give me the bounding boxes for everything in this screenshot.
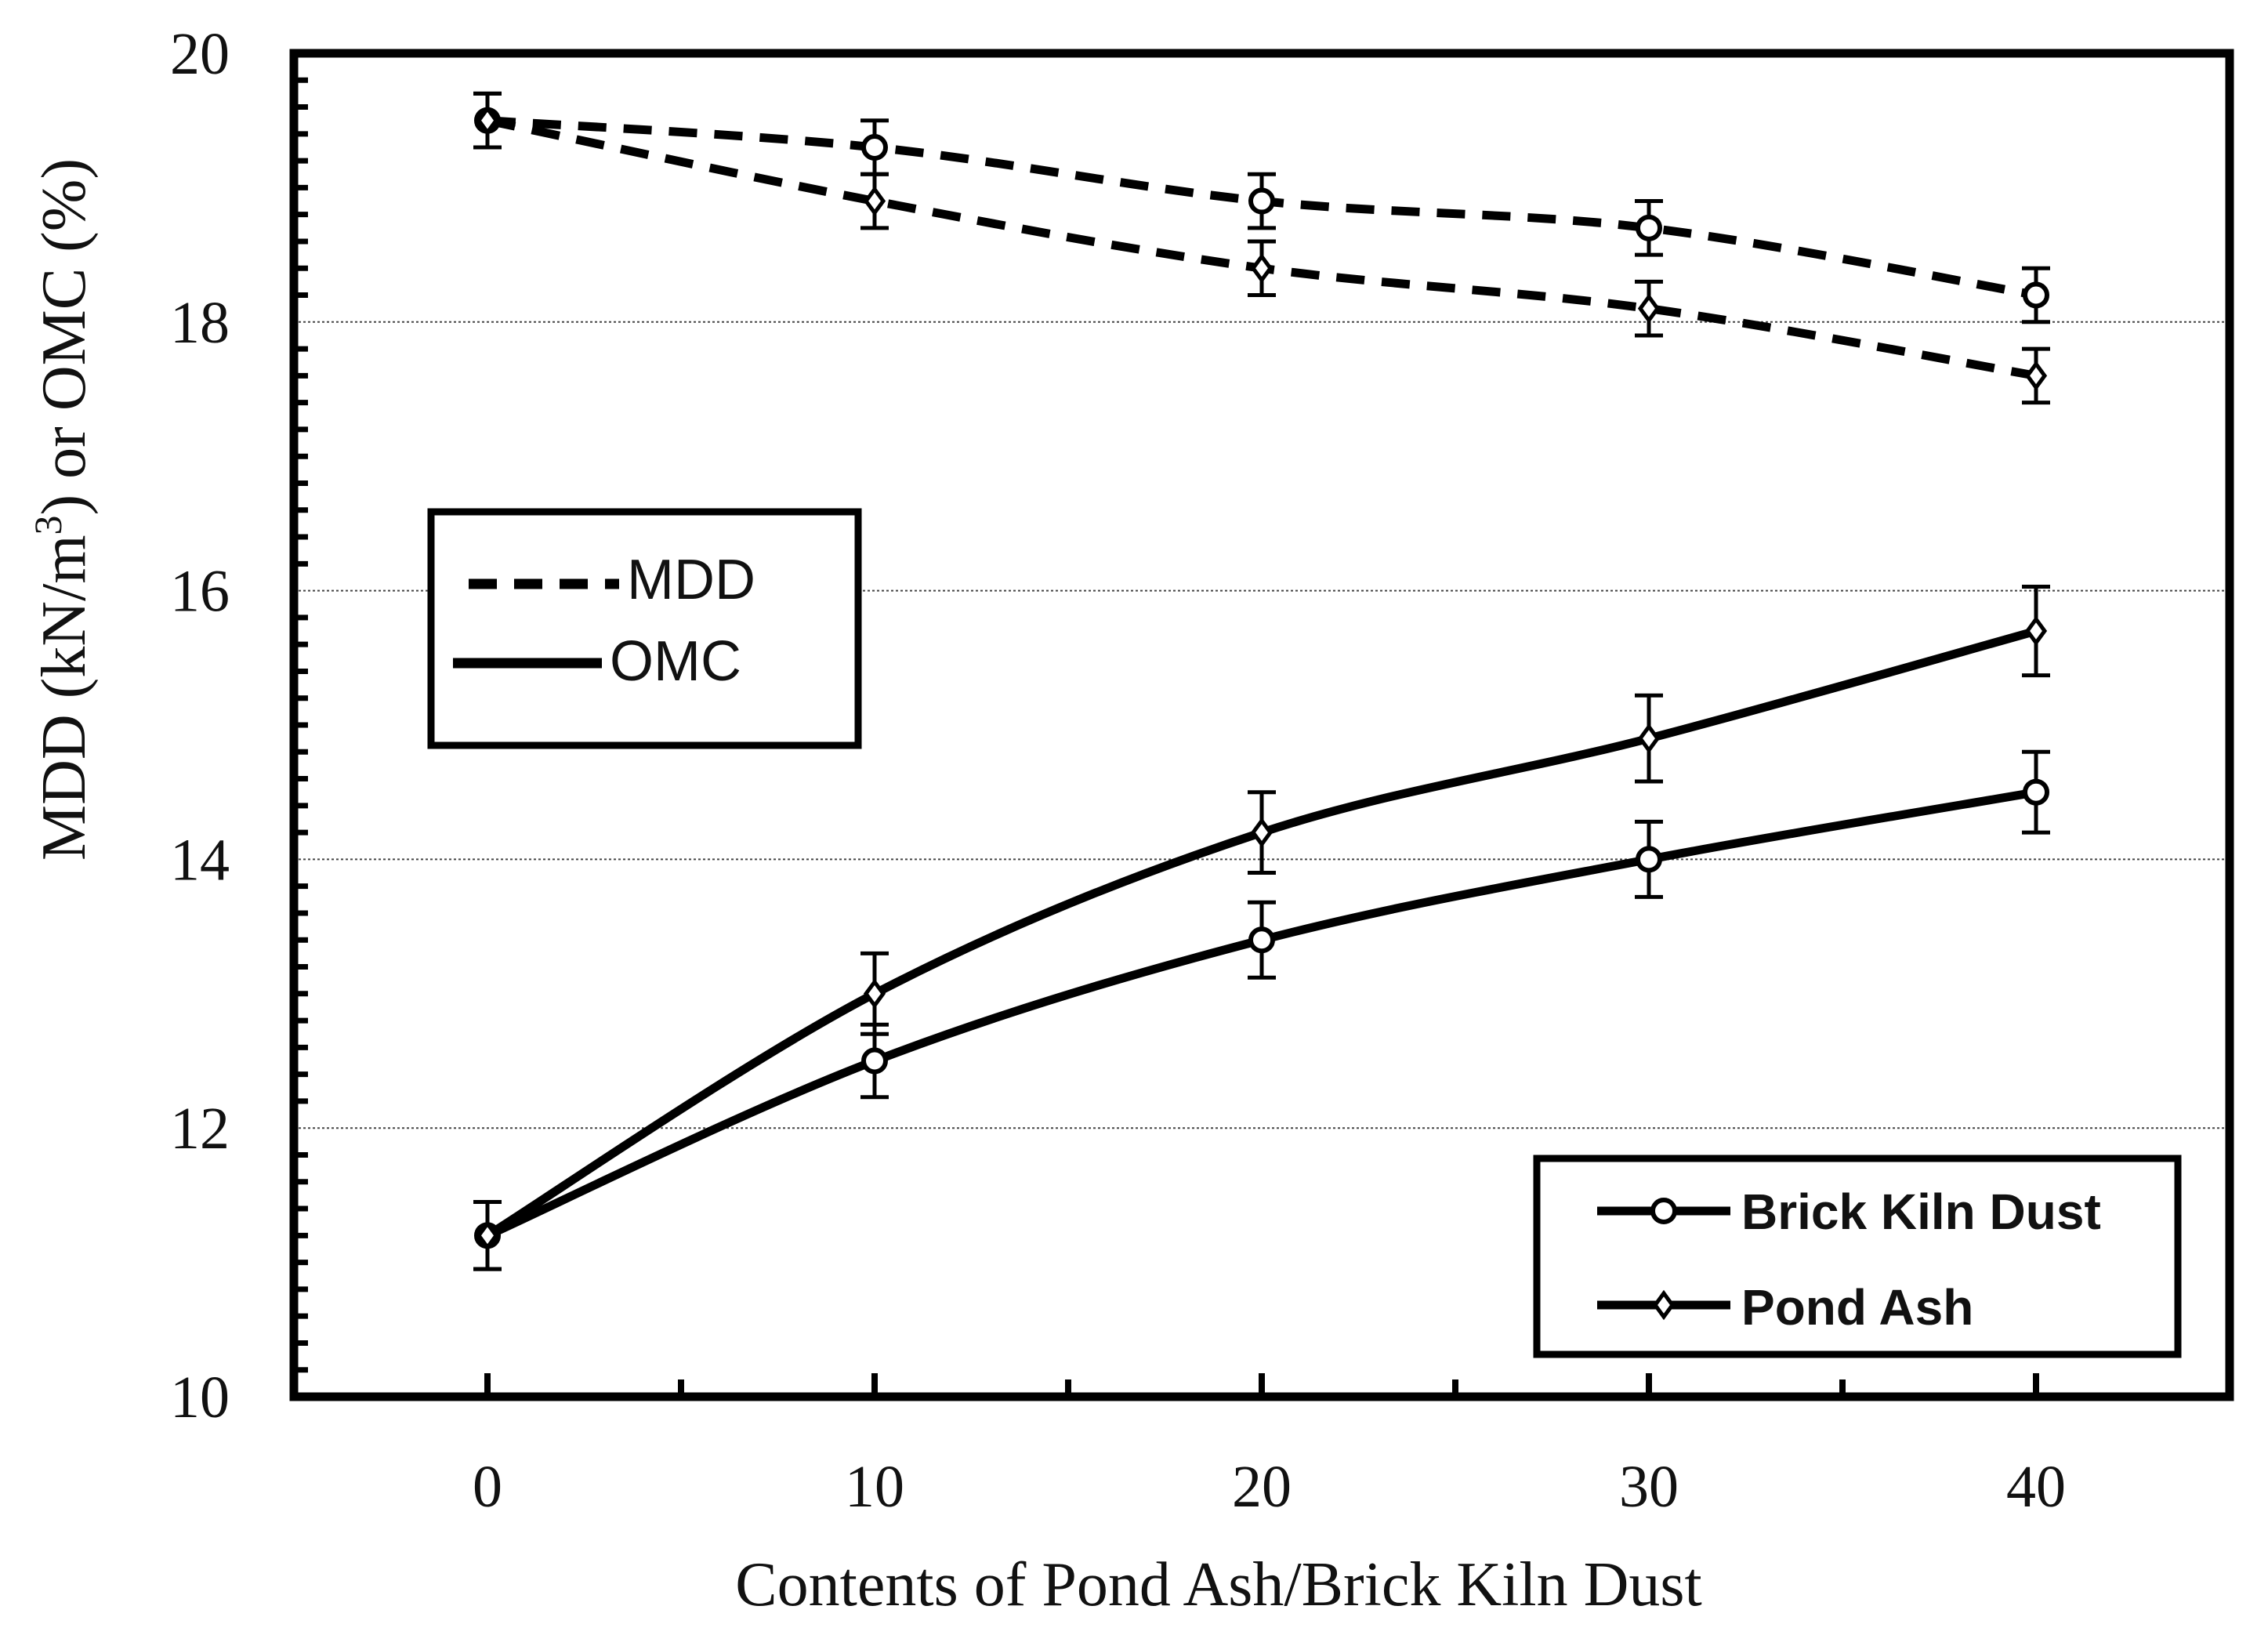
data-point <box>2023 281 2049 309</box>
data-point <box>861 1047 888 1075</box>
data-point <box>476 105 499 136</box>
y-tick-labels: 10 12 14 16 18 20 <box>170 21 230 1430</box>
legend-pond-ash-label: Pond Ash <box>1741 1279 1973 1336</box>
data-point <box>1637 293 1661 324</box>
legend-brick-kiln-label: Brick Kiln Dust <box>1741 1184 2101 1240</box>
x-axis-title: Contents of Pond Ash/Brick Kiln Dust <box>735 1550 1701 1619</box>
data-point <box>2024 615 2048 647</box>
data-point <box>1248 187 1275 215</box>
legend-material: Brick Kiln Dust Pond Ash <box>1533 1155 2182 1358</box>
y-tick-label: 10 <box>170 1365 230 1430</box>
data-point <box>2024 361 2048 391</box>
data-point <box>1636 846 1662 873</box>
data-point <box>1250 253 1273 284</box>
gridlines <box>294 321 2230 1129</box>
series-pond-ash-omc <box>473 584 2050 1271</box>
y-axis-title-prefix: MDD (kN/m <box>30 535 99 861</box>
x-tick-label: 30 <box>1619 1454 1679 1520</box>
legend-mdd-label: MDD <box>627 549 755 611</box>
x-tick-label: 10 <box>845 1454 904 1520</box>
legend-line-style: MDD OMC <box>427 508 862 749</box>
legend-pond-ash-marker <box>1652 1289 1676 1321</box>
y-axis-title: MDD (kN/m3) or OMC (%) <box>26 158 99 861</box>
data-point <box>1637 723 1661 754</box>
x-tick-label: 0 <box>473 1454 502 1520</box>
data-point <box>1636 214 1662 241</box>
data-point <box>861 133 888 161</box>
data-point <box>476 1220 499 1251</box>
x-tick-label: 40 <box>2006 1454 2066 1520</box>
data-point <box>2023 778 2049 806</box>
data-point <box>863 978 886 1010</box>
y-axis-title-suffix: ) or OMC (%) <box>30 158 99 515</box>
y-tick-label: 18 <box>170 290 230 356</box>
y-axis-title-superscript: 3 <box>26 515 70 535</box>
y-tick-label: 12 <box>170 1096 230 1162</box>
y-tick-label: 20 <box>170 21 230 87</box>
x-tick-label: 20 <box>1232 1454 1292 1520</box>
plot-frame <box>289 49 2234 1401</box>
y-tick-label: 14 <box>170 827 230 893</box>
series-pond-ash-mdd <box>473 91 2050 405</box>
data-point <box>1248 926 1275 954</box>
data-point <box>1250 817 1273 848</box>
data-point <box>863 186 886 216</box>
legend-omc-label: OMC <box>610 630 741 693</box>
legend-material-box <box>1533 1155 2182 1358</box>
y-tick-label: 16 <box>170 559 230 625</box>
series-layer <box>473 91 2050 1271</box>
legend-line-style-box <box>427 508 862 749</box>
x-tick-labels: 0 10 20 30 40 <box>473 1454 2066 1520</box>
legend-brick-kiln-marker <box>1650 1198 1677 1224</box>
